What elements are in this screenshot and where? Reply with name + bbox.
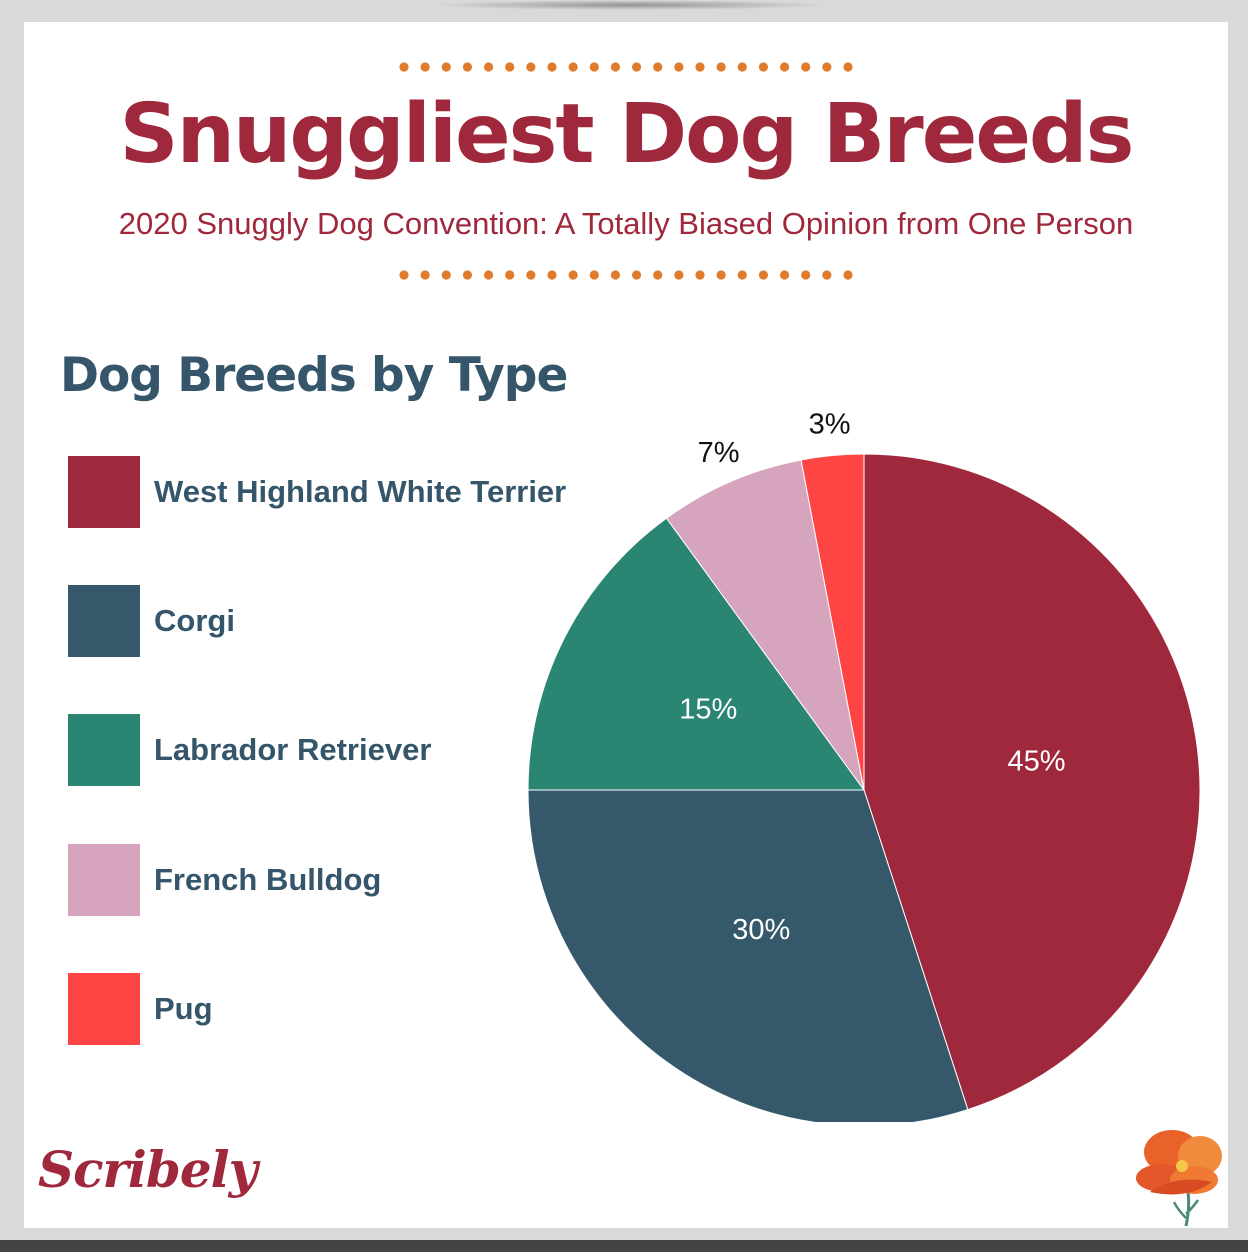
divider-dot	[399, 270, 409, 280]
divider-dot	[483, 62, 494, 72]
legend-item-westie: West Highland White Terrier	[68, 456, 608, 528]
chart-title: Dog Breeds by Type	[60, 348, 568, 403]
divider-dot	[822, 62, 832, 72]
legend-item-french-bulldog: French Bulldog	[68, 844, 608, 916]
pie-chart: 45% 30% 15% 7% 3%	[504, 382, 1224, 1122]
divider-dot	[526, 270, 536, 280]
divider-dot	[420, 62, 430, 72]
pie-slice-labrador	[527, 517, 865, 791]
bottom-strip	[0, 1240, 1248, 1252]
poppy-flower-svg	[1136, 1130, 1222, 1227]
divider-dot	[653, 62, 663, 72]
divider-dot	[695, 270, 705, 280]
divider-dot	[631, 270, 642, 280]
pie-label-pug: 3%	[809, 408, 851, 440]
infographic-card: Snuggliest Dog Breeds 2020 Snuggly Dog C…	[24, 22, 1228, 1228]
divider-dot	[843, 62, 853, 72]
pie-label-french-bulldog: 7%	[698, 437, 740, 469]
legend-swatch-westie	[68, 456, 140, 528]
legend-label-pug: Pug	[154, 991, 213, 1026]
dots-bottom-svg	[399, 270, 853, 280]
divider-dot	[441, 270, 451, 280]
dotted-divider-bottom	[24, 268, 1228, 282]
pie-label-westie: 45%	[1008, 745, 1066, 777]
divider-dot	[399, 62, 409, 72]
dots-top-svg	[399, 62, 853, 72]
top-shadow	[430, 0, 830, 10]
divider-dot	[568, 270, 578, 280]
legend-label-french-bulldog: French Bulldog	[154, 862, 382, 897]
divider-dot	[843, 270, 853, 280]
page-title: Snuggliest Dog Breeds	[119, 87, 1135, 182]
divider-dot	[505, 62, 515, 72]
divider-dot	[505, 270, 515, 280]
legend-label-corgi: Corgi	[154, 603, 235, 638]
divider-dot	[801, 270, 811, 280]
legend-item-labrador: Labrador Retriever	[68, 714, 608, 786]
divider-dot	[716, 62, 726, 72]
divider-dot	[737, 270, 747, 280]
divider-dot	[674, 270, 684, 280]
divider-dot	[758, 62, 769, 72]
divider-dot	[695, 62, 705, 72]
divider-dot	[653, 270, 663, 280]
divider-dot	[779, 270, 790, 280]
divider-dot	[589, 270, 599, 280]
dotted-divider-top	[24, 60, 1228, 74]
divider-dot	[801, 62, 811, 72]
legend-label-westie: West Highland White Terrier	[154, 474, 567, 509]
divider-dot	[631, 62, 642, 72]
legend-swatch-french-bulldog	[68, 844, 140, 916]
divider-dot	[589, 62, 599, 72]
scribely-logo: Scribely	[38, 1140, 258, 1199]
legend-label-labrador: Labrador Retriever	[154, 732, 432, 767]
divider-dot	[758, 270, 769, 280]
divider-dot	[462, 270, 473, 280]
divider-dot	[610, 270, 621, 280]
divider-dot	[716, 270, 726, 280]
divider-dot	[737, 62, 747, 72]
poppy-flower-icon	[1128, 1122, 1224, 1232]
divider-dot	[568, 62, 578, 72]
divider-dot	[441, 62, 451, 72]
pie-label-corgi: 30%	[732, 914, 790, 946]
divider-dot	[674, 62, 684, 72]
divider-dot	[462, 62, 473, 72]
divider-dot	[420, 270, 430, 280]
pie-slice-french-bulldog	[665, 459, 865, 791]
pie-slice-westie	[863, 453, 1201, 1111]
divider-dot	[547, 270, 557, 280]
legend-swatch-pug	[68, 973, 140, 1045]
divider-dot	[610, 62, 621, 72]
divider-dot	[483, 270, 494, 280]
pie-slice-corgi	[527, 789, 969, 1122]
pie-chart-svg: 45% 30% 15% 7% 3%	[527, 408, 1201, 1122]
divider-dot	[526, 62, 536, 72]
legend-item-corgi: Corgi	[68, 585, 608, 657]
legend-item-pug: Pug	[68, 973, 608, 1045]
divider-dot	[547, 62, 557, 72]
legend-swatch-labrador	[68, 714, 140, 786]
page-subtitle: 2020 Snuggly Dog Convention: A Totally B…	[118, 206, 1134, 241]
pie-slice-pug	[800, 453, 865, 791]
legend-swatch-corgi	[68, 585, 140, 657]
divider-dot	[779, 62, 790, 72]
divider-dot	[822, 270, 832, 280]
pie-label-labrador: 15%	[679, 693, 737, 725]
